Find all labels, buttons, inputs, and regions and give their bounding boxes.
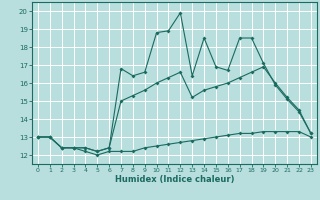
X-axis label: Humidex (Indice chaleur): Humidex (Indice chaleur)	[115, 175, 234, 184]
